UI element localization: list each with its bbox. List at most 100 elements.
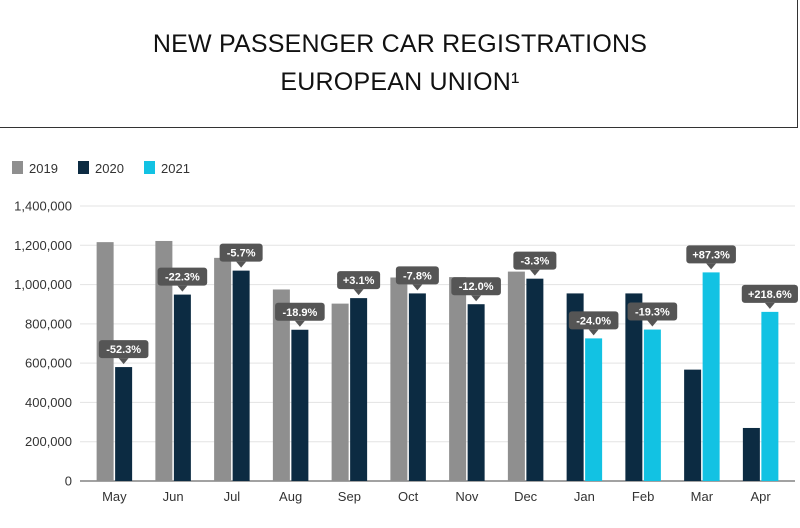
callout-box bbox=[337, 271, 381, 290]
legend-label-2019: 2019 bbox=[29, 161, 58, 176]
callout-label: +3.1% bbox=[343, 275, 375, 287]
callout-apr: +218.6% bbox=[741, 284, 798, 309]
callout-nov: -12.0% bbox=[451, 277, 501, 302]
callout-pointer bbox=[118, 358, 129, 365]
callout-label: -7.8% bbox=[403, 270, 432, 282]
bar-may-2020 bbox=[115, 367, 133, 481]
x-tick-label: Oct bbox=[398, 489, 419, 504]
y-tick-label: 1,200,000 bbox=[14, 238, 72, 253]
chart-title-line-1: NEW PASSENGER CAR REGISTRATIONS bbox=[152, 30, 648, 58]
bar-jan-2021 bbox=[585, 338, 603, 481]
title-box bbox=[0, 0, 798, 128]
callout-box bbox=[568, 311, 619, 330]
y-tick-label: 800,000 bbox=[25, 316, 72, 331]
callout-label: -52.3% bbox=[106, 344, 141, 356]
bar-mar-2020 bbox=[684, 369, 702, 481]
callout-pointer bbox=[177, 285, 188, 292]
bar-aug-2020 bbox=[291, 329, 309, 481]
chart-title-line-2: EUROPEAN UNION¹ bbox=[280, 68, 520, 96]
callout-feb: -19.3% bbox=[627, 302, 678, 327]
callout-oct: -7.8% bbox=[395, 266, 439, 291]
bar-apr-2020 bbox=[742, 427, 760, 481]
callout-box bbox=[627, 302, 678, 321]
bar-nov-2020 bbox=[467, 304, 485, 481]
legend-swatch-2021 bbox=[144, 161, 155, 174]
x-tick-label: Aug bbox=[279, 489, 302, 504]
legend-swatch-2020 bbox=[78, 161, 89, 174]
legend-label-2020: 2020 bbox=[95, 161, 124, 176]
x-tick-label: May bbox=[102, 489, 127, 504]
y-tick-label: 400,000 bbox=[25, 395, 72, 410]
callout-label: -12.0% bbox=[459, 281, 494, 293]
bar-jul-2019 bbox=[214, 257, 232, 481]
x-tick-label: Feb bbox=[632, 489, 654, 504]
bar-apr-2021 bbox=[761, 311, 779, 481]
callout-label: +218.6% bbox=[748, 289, 792, 301]
callout-pointer bbox=[647, 320, 658, 327]
callout-aug: -18.9% bbox=[275, 302, 325, 327]
x-tick-label: Sep bbox=[338, 489, 361, 504]
bar-feb-2020 bbox=[625, 293, 643, 481]
bar-jun-2020 bbox=[173, 294, 191, 481]
y-tick-label: 600,000 bbox=[25, 356, 72, 371]
callout-box bbox=[513, 251, 557, 270]
callout-may: -52.3% bbox=[98, 340, 149, 365]
y-tick-label: 1,000,000 bbox=[14, 277, 72, 292]
bar-jun-2019 bbox=[155, 240, 173, 481]
callout-box bbox=[219, 243, 263, 262]
callout-label: -3.3% bbox=[521, 256, 550, 268]
callout-pointer bbox=[706, 263, 717, 270]
callout-label: -19.3% bbox=[635, 307, 670, 319]
bar-feb-2021 bbox=[643, 329, 661, 481]
callout-sep: +3.1% bbox=[337, 271, 381, 296]
x-tick-label: Mar bbox=[691, 489, 714, 504]
bar-sep-2020 bbox=[350, 298, 368, 481]
callout-pointer bbox=[529, 269, 540, 276]
bar-jan-2020 bbox=[566, 293, 584, 481]
callout-jun: -22.3% bbox=[157, 267, 208, 292]
callout-pointer bbox=[236, 261, 247, 268]
callout-box bbox=[451, 277, 501, 296]
callout-box bbox=[275, 302, 325, 321]
legend-label-2021: 2021 bbox=[161, 161, 190, 176]
callout-box bbox=[395, 266, 439, 285]
x-tick-label: Apr bbox=[751, 489, 772, 504]
bar-jul-2020 bbox=[232, 270, 250, 481]
bar-chart: 2019 2020 2021 0 200,000 400,000 600,000 800,00… bbox=[12, 161, 798, 504]
callout-pointer bbox=[764, 302, 775, 309]
y-tick-label: 200,000 bbox=[25, 434, 72, 449]
callout-box bbox=[98, 340, 149, 359]
bar-sep-2019 bbox=[331, 303, 349, 481]
x-tick-label: Jun bbox=[163, 489, 184, 504]
bar-oct-2019 bbox=[390, 277, 408, 481]
bar-mar-2021 bbox=[702, 272, 720, 481]
callout-pointer bbox=[471, 295, 482, 302]
callout-jan: -24.0% bbox=[568, 311, 619, 336]
callout-pointer bbox=[353, 289, 364, 296]
callout-pointer bbox=[412, 284, 423, 291]
x-tick-label: Jul bbox=[224, 489, 241, 504]
legend-swatch-2019 bbox=[12, 161, 23, 174]
y-tick-label: 1,400,000 bbox=[14, 199, 72, 214]
bar-nov-2019 bbox=[449, 277, 467, 481]
callout-label: -5.7% bbox=[227, 248, 256, 260]
bar-oct-2020 bbox=[408, 293, 426, 481]
y-tick-label: 0 bbox=[65, 474, 72, 489]
x-tick-label: Jan bbox=[574, 489, 595, 504]
callout-dec: -3.3% bbox=[513, 251, 557, 276]
callout-pointer bbox=[294, 320, 305, 327]
bar-aug-2019 bbox=[272, 289, 290, 481]
callout-jul: -5.7% bbox=[219, 243, 263, 268]
bar-may-2019 bbox=[96, 242, 114, 481]
callout-box bbox=[157, 267, 208, 286]
callout-box bbox=[741, 284, 798, 303]
bar-dec-2020 bbox=[526, 278, 544, 481]
x-tick-label: Nov bbox=[455, 489, 479, 504]
callout-mar: +87.3% bbox=[686, 245, 736, 270]
callout-label: -24.0% bbox=[576, 315, 611, 327]
callout-pointer bbox=[588, 329, 599, 336]
bar-dec-2019 bbox=[507, 271, 525, 481]
callout-label: -22.3% bbox=[165, 272, 200, 284]
callout-label: +87.3% bbox=[692, 249, 730, 261]
callout-box bbox=[686, 245, 736, 264]
